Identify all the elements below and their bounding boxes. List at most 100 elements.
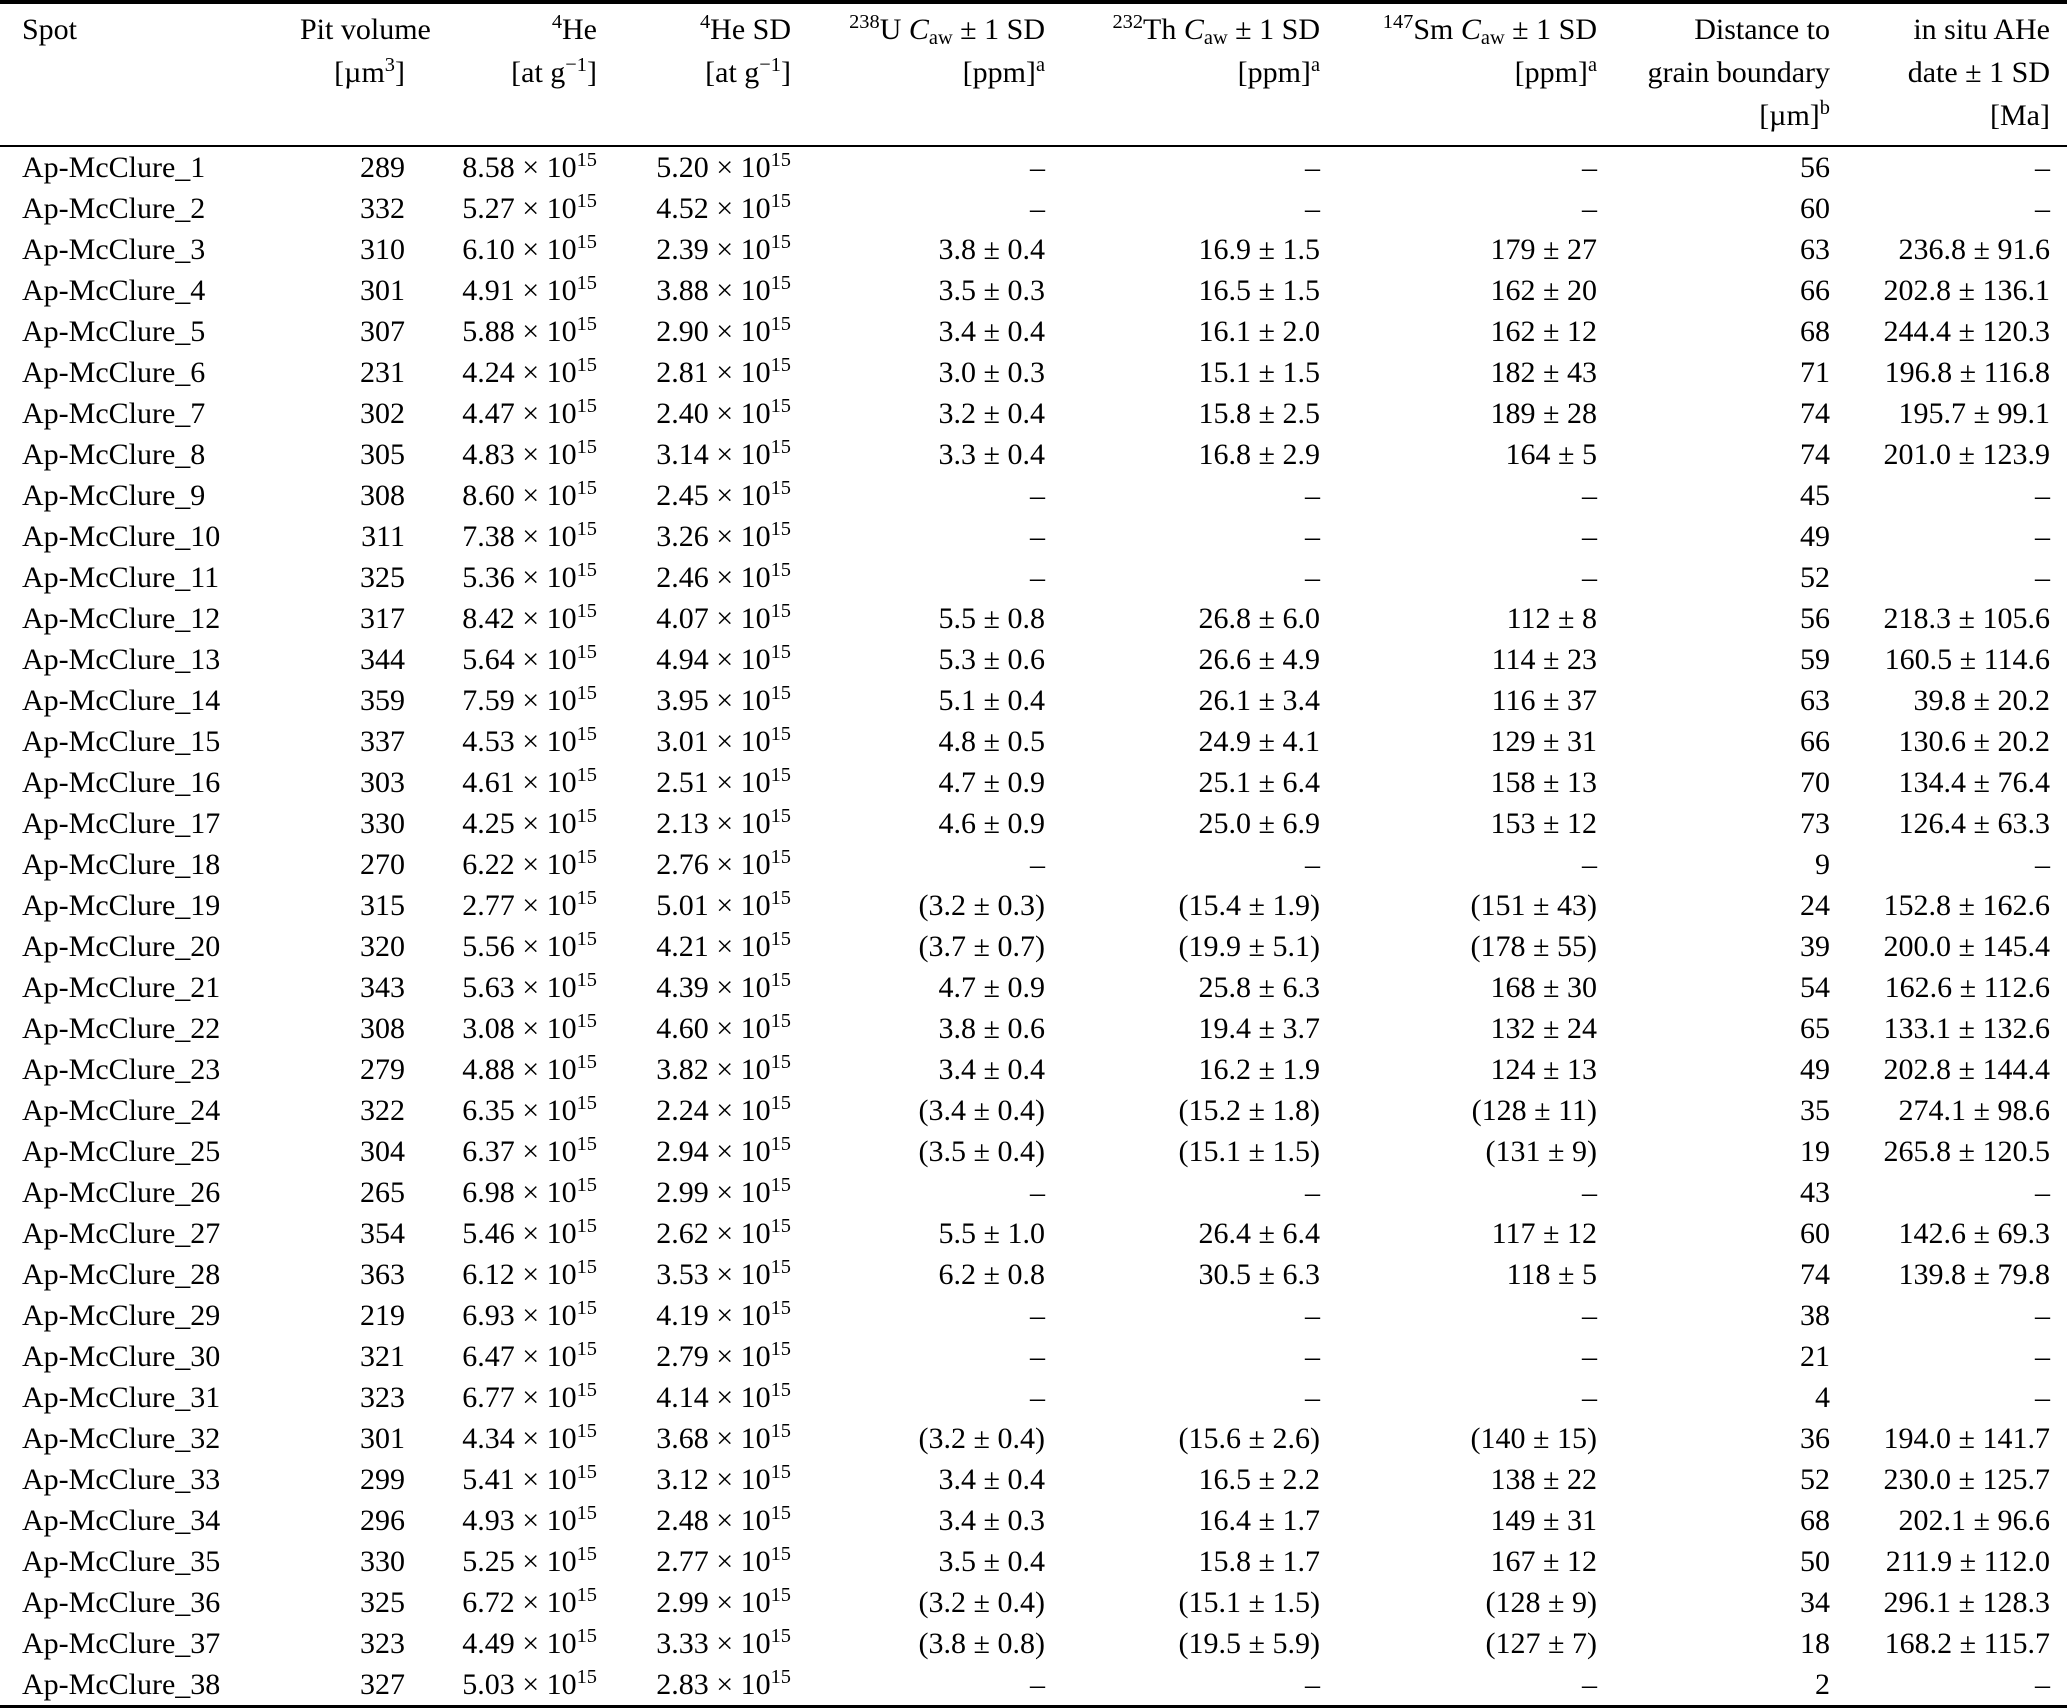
cell-he4_sd: 2.94 × 1015: [656, 1132, 791, 1168]
cell-spot: Ap-McClure_32: [22, 1422, 221, 1455]
cell-sm147: 179 ± 27: [1490, 233, 1597, 266]
cell-sm147: –: [1582, 1381, 1597, 1414]
cell-spot: Ap-McClure_11: [22, 561, 220, 594]
cell-u238: (3.4 ± 0.4): [918, 1094, 1045, 1127]
cell-th232: 30.5 ± 6.3: [1198, 1258, 1320, 1291]
cell-pit_volume: 317: [360, 602, 405, 635]
table-row: Ap-McClure_14 359 7.59 × 1015 3.95 × 1015 5.…: [0, 680, 2067, 721]
cell-he4: 5.56 × 1015: [462, 927, 597, 963]
cell-ahe_date: 202.8 ± 136.1: [1883, 274, 2050, 307]
cell-u238: 4.7 ± 0.9: [938, 971, 1045, 1004]
cell-u238: –: [1030, 1299, 1045, 1332]
table-row: Ap-McClure_5 307 5.88 × 1015 2.90 × 1015 3.4…: [0, 311, 2067, 352]
cell-pit_volume: 327: [360, 1668, 405, 1701]
cell-ahe_date: –: [2035, 192, 2050, 225]
cell-ahe_date: 168.2 ± 115.7: [1884, 1627, 2050, 1660]
cell-distance: 65: [1800, 1012, 1830, 1045]
cell-ahe_date: 202.8 ± 144.4: [1883, 1053, 2050, 1086]
cell-th232: (19.9 ± 5.1): [1178, 930, 1320, 963]
cell-he4: 4.47 × 1015: [462, 394, 597, 430]
header-line: 238U Caw ± 1 SD: [849, 10, 1045, 50]
cell-he4: 6.10 × 1015: [462, 230, 597, 266]
cell-pit_volume: 231: [360, 356, 405, 389]
cell-th232: –: [1305, 561, 1320, 594]
cell-u238: (3.5 ± 0.4): [918, 1135, 1045, 1168]
cell-ahe_date: 194.0 ± 141.7: [1883, 1422, 2050, 1455]
cell-he4_sd: 2.48 × 1015: [656, 1501, 791, 1537]
cell-he4: 4.25 × 1015: [462, 804, 597, 840]
cell-ahe_date: 39.8 ± 20.2: [1913, 684, 2050, 717]
cell-u238: 5.3 ± 0.6: [938, 643, 1045, 676]
column-header-pit_volume: Pit volume [µm3]: [300, 2, 431, 146]
cell-u238: (3.8 ± 0.8): [918, 1627, 1045, 1660]
cell-distance: 60: [1800, 1217, 1830, 1250]
cell-he4_sd: 2.83 × 1015: [656, 1665, 791, 1701]
cell-pit_volume: 301: [360, 274, 405, 307]
table-row: Ap-McClure_37 323 4.49 × 1015 3.33 × 1015 (3…: [0, 1623, 2067, 1664]
cell-he4: 6.77 × 1015: [462, 1378, 597, 1414]
cell-ahe_date: 236.8 ± 91.6: [1898, 233, 2050, 266]
cell-spot: Ap-McClure_22: [22, 1012, 221, 1045]
column-header-he4: 4He [at g−1]: [405, 2, 597, 146]
cell-spot: Ap-McClure_6: [22, 356, 206, 389]
header-line: grain boundary: [1647, 56, 1830, 89]
cell-he4_sd: 3.33 × 1015: [656, 1624, 791, 1660]
header-line: date ± 1 SD: [1907, 56, 2050, 89]
table-row: Ap-McClure_2 332 5.27 × 1015 4.52 × 1015 – – –…: [0, 188, 2067, 229]
cell-sm147: 162 ± 20: [1490, 274, 1597, 307]
table-row: Ap-McClure_10 311 7.38 × 1015 3.26 × 1015 – –…: [0, 516, 2067, 557]
cell-th232: (15.1 ± 1.5): [1178, 1135, 1320, 1168]
cell-th232: 16.2 ± 1.9: [1198, 1053, 1320, 1086]
cell-sm147: 162 ± 12: [1490, 315, 1597, 348]
cell-he4_sd: 2.76 × 1015: [656, 845, 791, 881]
cell-spot: Ap-McClure_18: [22, 848, 221, 881]
cell-u238: –: [1030, 151, 1045, 184]
cell-he4: 4.88 × 1015: [462, 1050, 597, 1086]
cell-he4: 6.12 × 1015: [462, 1255, 597, 1291]
table-row: Ap-McClure_26 265 6.98 × 1015 2.99 × 1015 – –…: [0, 1172, 2067, 1213]
cell-distance: 54: [1800, 971, 1830, 1004]
table-row: Ap-McClure_23 279 4.88 × 1015 3.82 × 1015 3.…: [0, 1049, 2067, 1090]
cell-he4: 2.77 × 1015: [462, 886, 597, 922]
cell-spot: Ap-McClure_25: [22, 1135, 221, 1168]
table-row: Ap-McClure_28 363 6.12 × 1015 3.53 × 1015 6.…: [0, 1254, 2067, 1295]
cell-u238: 3.8 ± 0.6: [938, 1012, 1045, 1045]
cell-sm147: (131 ± 9): [1485, 1135, 1597, 1168]
cell-spot: Ap-McClure_2: [22, 192, 206, 225]
cell-he4_sd: 2.90 × 1015: [656, 312, 791, 348]
cell-he4_sd: 3.82 × 1015: [656, 1050, 791, 1086]
cell-he4_sd: 4.21 × 1015: [656, 927, 791, 963]
column-header-ahe_date: in situ AHe date ± 1 SD [Ma]: [1830, 2, 2067, 146]
cell-ahe_date: –: [2035, 520, 2050, 553]
cell-distance: 68: [1800, 315, 1830, 348]
cell-pit_volume: 330: [360, 807, 405, 840]
cell-pit_volume: 322: [360, 1094, 405, 1127]
cell-spot: Ap-McClure_27: [22, 1217, 221, 1250]
cell-spot: Ap-McClure_5: [22, 315, 206, 348]
cell-he4: 8.42 × 1015: [462, 599, 597, 635]
cell-he4: 6.93 × 1015: [462, 1296, 597, 1332]
cell-sm147: 117 ± 12: [1491, 1217, 1597, 1250]
cell-he4_sd: 4.14 × 1015: [656, 1378, 791, 1414]
table-row: Ap-McClure_1 289 8.58 × 1015 5.20 × 1015 – – –…: [0, 146, 2067, 188]
table-row: Ap-McClure_33 299 5.41 × 1015 3.12 × 1015 3.…: [0, 1459, 2067, 1500]
cell-he4_sd: 4.07 × 1015: [656, 599, 791, 635]
cell-pit_volume: 305: [360, 438, 405, 471]
cell-sm147: –: [1582, 848, 1597, 881]
cell-ahe_date: 201.0 ± 123.9: [1883, 438, 2050, 471]
column-header-sm147: 147Sm Caw ± 1 SD [ppm]a: [1320, 2, 1597, 146]
cell-distance: 74: [1800, 397, 1830, 430]
cell-pit_volume: 344: [360, 643, 405, 676]
cell-distance: 59: [1800, 643, 1830, 676]
header-line: [ppm]a: [962, 53, 1045, 89]
cell-distance: 71: [1800, 356, 1830, 389]
cell-th232: 19.4 ± 3.7: [1198, 1012, 1320, 1045]
cell-u238: –: [1030, 848, 1045, 881]
column-header-u238: 238U Caw ± 1 SD [ppm]a: [791, 2, 1045, 146]
cell-he4: 5.64 × 1015: [462, 640, 597, 676]
cell-distance: 74: [1800, 438, 1830, 471]
cell-spot: Ap-McClure_31: [22, 1381, 221, 1414]
cell-he4: 7.38 × 1015: [462, 517, 597, 553]
cell-th232: 25.0 ± 6.9: [1198, 807, 1320, 840]
header-row: Spot Pit volume [µm3] 4He [at g−1] 4He SD [at …: [0, 2, 2067, 146]
